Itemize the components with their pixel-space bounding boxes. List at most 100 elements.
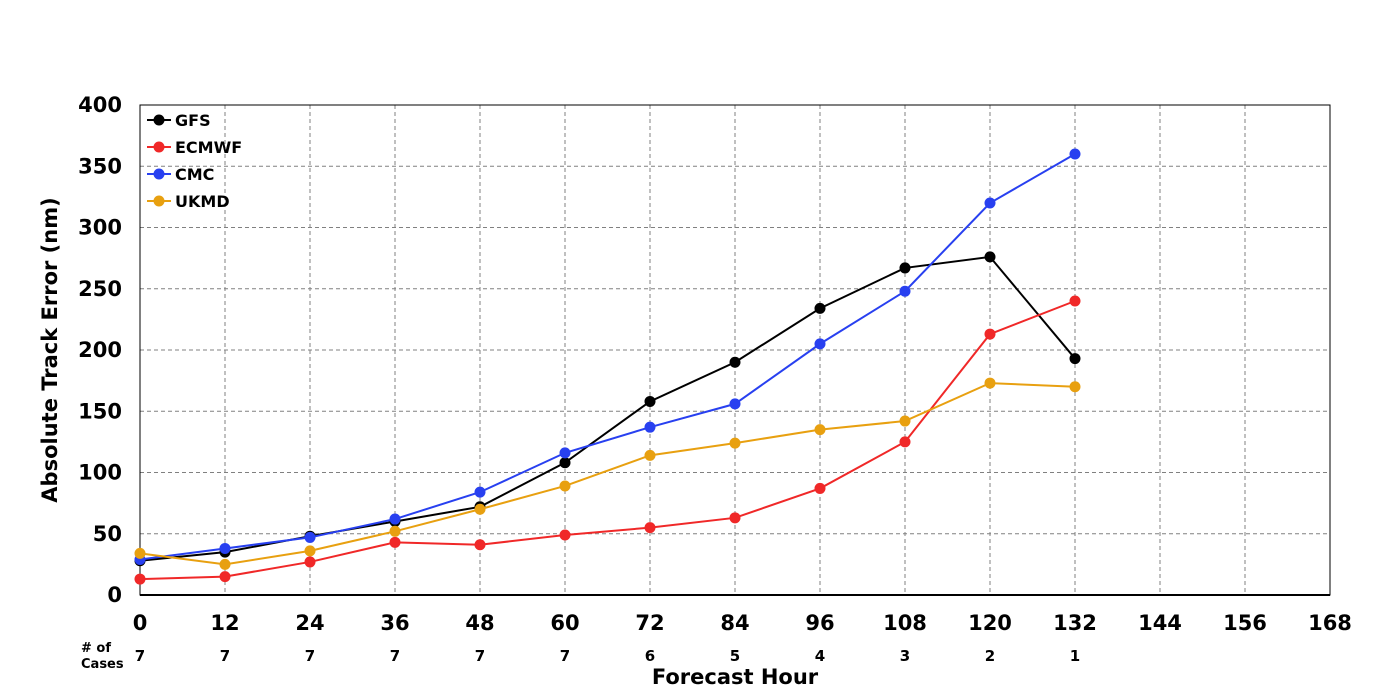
y-tick-label: 0 bbox=[107, 583, 122, 607]
gfs-point bbox=[729, 356, 741, 368]
cases-label-line-1: # of bbox=[81, 641, 111, 656]
gfs-point bbox=[1069, 353, 1081, 365]
legend-marker bbox=[153, 141, 165, 153]
ukmd-point bbox=[899, 415, 911, 427]
y-tick-label: 100 bbox=[78, 461, 122, 485]
ecmwf-point bbox=[729, 512, 741, 524]
cases-count: 1 bbox=[1070, 647, 1080, 665]
ecmwf-point bbox=[984, 328, 996, 340]
y-axis-title: Absolute Track Error (nm) bbox=[38, 197, 62, 502]
cmc-point bbox=[814, 338, 826, 350]
cases-count: 7 bbox=[390, 647, 400, 665]
series-cmc bbox=[134, 148, 1081, 565]
gfs-point bbox=[814, 302, 826, 314]
cases-count: 3 bbox=[900, 647, 910, 665]
ukmd-point bbox=[559, 480, 571, 492]
cases-count: 4 bbox=[815, 647, 825, 665]
cases-label-line-2: Cases bbox=[81, 657, 124, 672]
ukmd-point bbox=[814, 424, 826, 436]
legend-item-ukmd: UKMD bbox=[147, 192, 230, 211]
ukmd-point bbox=[134, 547, 146, 559]
ecmwf-point bbox=[389, 536, 401, 548]
series-ecmwf bbox=[134, 295, 1081, 585]
cases-label: # of Cases bbox=[81, 641, 124, 672]
cmc-point bbox=[1069, 148, 1081, 160]
ecmwf-point bbox=[1069, 295, 1081, 307]
cases-count: 7 bbox=[560, 647, 570, 665]
legend-item-ecmwf: ECMWF bbox=[147, 138, 242, 157]
legend-marker bbox=[153, 168, 165, 180]
legend-item-cmc: CMC bbox=[147, 165, 214, 184]
ecmwf-point bbox=[304, 556, 316, 568]
legend-label: CMC bbox=[175, 165, 214, 184]
legend-label: GFS bbox=[175, 111, 211, 130]
legend-item-gfs: GFS bbox=[147, 111, 211, 130]
x-tick-label: 96 bbox=[805, 611, 834, 635]
cmc-point bbox=[389, 513, 401, 525]
x-tick-label: 120 bbox=[968, 611, 1012, 635]
ecmwf-line bbox=[139, 300, 1076, 581]
cmc-point bbox=[899, 285, 911, 297]
x-tick-label: 0 bbox=[133, 611, 148, 635]
cmc-point bbox=[304, 531, 316, 543]
legend-marker bbox=[153, 195, 165, 207]
x-tick-label: 12 bbox=[210, 611, 239, 635]
cmc-point bbox=[474, 486, 486, 498]
ukmd-point bbox=[729, 437, 741, 449]
x-tick-label: 156 bbox=[1223, 611, 1267, 635]
cases-count: 7 bbox=[135, 647, 145, 665]
ukmd-point bbox=[219, 558, 231, 570]
x-tick-label: 108 bbox=[883, 611, 927, 635]
ecmwf-point bbox=[559, 529, 571, 541]
x-axis-ticks: 0 12 24 36 48 60 72 84 96 108 120 132 144 156 168 bbox=[133, 611, 1352, 635]
y-tick-label: 300 bbox=[78, 216, 122, 240]
x-tick-label: 168 bbox=[1308, 611, 1352, 635]
cases-count: 7 bbox=[475, 647, 485, 665]
series-gfs bbox=[134, 251, 1081, 567]
x-axis-title: Forecast Hour bbox=[652, 665, 819, 689]
cmc-point bbox=[219, 542, 231, 554]
x-tick-label: 24 bbox=[295, 611, 324, 635]
x-tick-label: 132 bbox=[1053, 611, 1097, 635]
legend: GFS ECMWF CMC UKMD bbox=[147, 111, 242, 211]
y-tick-label: 50 bbox=[93, 522, 122, 546]
ecmwf-point bbox=[899, 436, 911, 448]
ecmwf-point bbox=[644, 522, 656, 534]
ecmwf-point bbox=[474, 539, 486, 551]
cmc-line bbox=[139, 153, 1076, 561]
y-axis-ticks: 0 50 100 150 200 250 300 350 400 bbox=[78, 93, 122, 607]
ukmd-point bbox=[304, 545, 316, 557]
cases-count: 7 bbox=[220, 647, 230, 665]
cmc-point bbox=[984, 197, 996, 209]
x-tick-label: 60 bbox=[550, 611, 579, 635]
y-tick-label: 250 bbox=[78, 277, 122, 301]
ecmwf-point bbox=[814, 482, 826, 494]
cases-count: 6 bbox=[645, 647, 655, 665]
y-tick-label: 200 bbox=[78, 338, 122, 362]
x-tick-label: 48 bbox=[465, 611, 494, 635]
y-tick-label: 400 bbox=[78, 93, 122, 117]
ukmd-point bbox=[1069, 381, 1081, 393]
ukmd-point bbox=[644, 449, 656, 461]
x-tick-label: 36 bbox=[380, 611, 409, 635]
ukmd-point bbox=[474, 503, 486, 515]
gfs-point bbox=[559, 457, 571, 469]
ukmd-line bbox=[139, 382, 1076, 566]
cases-count: 7 bbox=[305, 647, 315, 665]
legend-marker bbox=[153, 114, 165, 126]
cases-row: 7 7 7 7 7 7 6 5 4 3 2 1 bbox=[135, 647, 1080, 665]
cases-count: 2 bbox=[985, 647, 995, 665]
cmc-point bbox=[644, 421, 656, 433]
ecmwf-point bbox=[134, 573, 146, 585]
cases-count: 5 bbox=[730, 647, 740, 665]
ukmd-point bbox=[984, 377, 996, 389]
cmc-point bbox=[559, 447, 571, 459]
y-tick-label: 150 bbox=[78, 399, 122, 423]
series bbox=[134, 148, 1081, 585]
x-tick-label: 72 bbox=[635, 611, 664, 635]
y-tick-label: 350 bbox=[78, 154, 122, 178]
x-tick-label: 144 bbox=[1138, 611, 1182, 635]
legend-label: ECMWF bbox=[175, 138, 242, 157]
ukmd-point bbox=[389, 525, 401, 537]
